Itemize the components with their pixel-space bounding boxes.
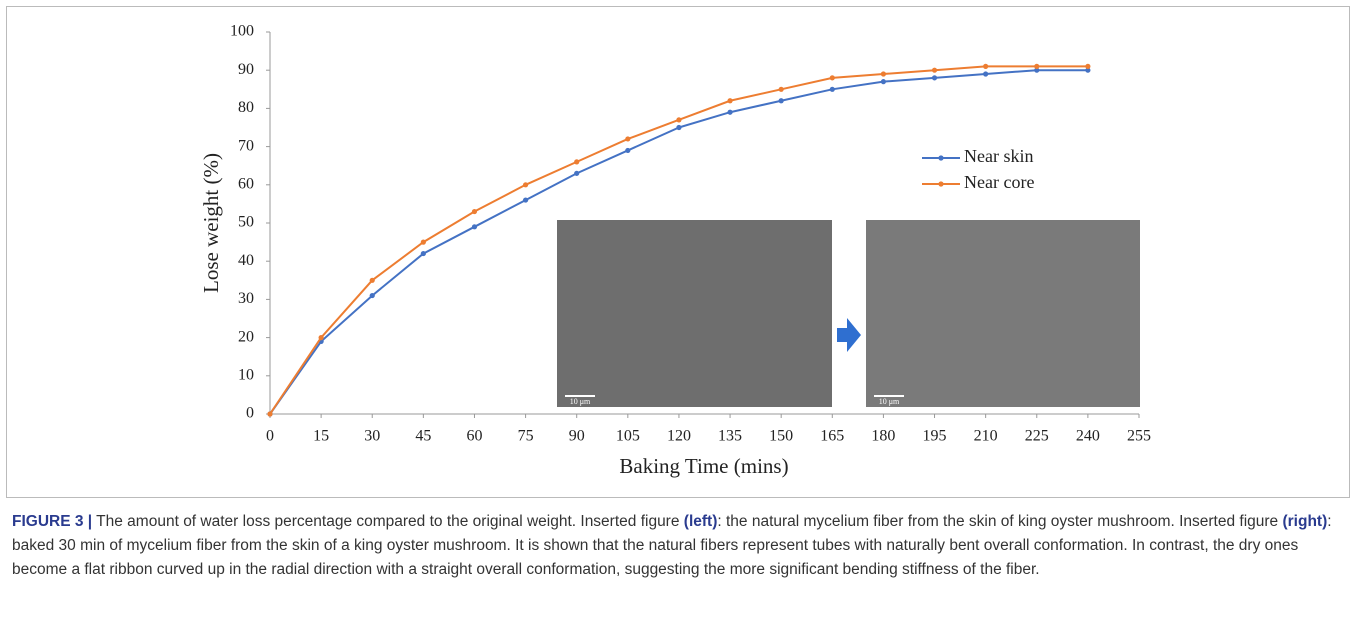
point	[369, 292, 375, 299]
y-tick-label: 60	[238, 175, 254, 192]
point	[931, 75, 938, 81]
chart: 10 μm 10 μm Baking Time (mins) Lose weig…	[199, 23, 1151, 478]
point	[983, 63, 989, 69]
x-tick-label: 165	[820, 428, 844, 445]
caption-label: FIGURE 3 |	[12, 513, 93, 530]
point	[574, 159, 580, 165]
point	[727, 98, 733, 104]
x-tick-label: 180	[871, 428, 895, 445]
x-tick-label: 120	[667, 428, 691, 445]
y-tick-label: 100	[230, 23, 254, 40]
x-tick-label: 90	[569, 428, 585, 445]
caption-text: : baked 30 min of mycelium fiber from th…	[12, 513, 1332, 578]
point	[676, 124, 682, 131]
inset-label: 10 μm	[570, 397, 591, 406]
point	[471, 208, 478, 215]
x-tick-label: 225	[1025, 428, 1049, 445]
point	[931, 67, 938, 73]
point	[1034, 63, 1040, 69]
point	[880, 79, 887, 85]
y-tick-label: 50	[238, 214, 254, 231]
y-tick-label: 80	[238, 99, 254, 116]
inset-image-left	[557, 220, 832, 407]
caption-text: : the natural mycelium fiber from the sk…	[717, 513, 1283, 530]
x-tick-label: 105	[616, 428, 640, 445]
point	[522, 197, 529, 203]
legend-marker	[938, 155, 944, 161]
inset-image-right	[866, 220, 1140, 407]
point	[369, 277, 375, 283]
x-tick-label: 195	[923, 428, 947, 445]
point	[625, 147, 631, 154]
x-tick-label: 135	[718, 428, 742, 445]
caption-bold: (right)	[1282, 513, 1328, 530]
legend-marker	[938, 181, 944, 187]
x-tick-label: 75	[518, 428, 534, 445]
y-axis-label: Lose weight (%)	[199, 153, 223, 293]
x-tick-label: 15	[313, 428, 329, 445]
point	[1085, 63, 1091, 69]
point	[880, 71, 887, 77]
point	[522, 182, 529, 188]
y-tick-label: 30	[238, 290, 254, 307]
point	[983, 71, 989, 77]
inset-arrow	[837, 318, 861, 352]
point	[778, 98, 784, 104]
x-tick-label: 240	[1076, 428, 1100, 445]
point	[829, 86, 835, 92]
caption-bold: (left)	[683, 513, 718, 530]
caption-text: The amount of water loss percentage comp…	[92, 513, 684, 530]
legend-label: Near core	[964, 172, 1034, 192]
point	[727, 109, 733, 115]
x-tick-label: 255	[1127, 428, 1151, 445]
x-tick-label: 210	[974, 428, 998, 445]
y-tick-label: 10	[238, 366, 254, 383]
point	[829, 75, 835, 81]
point	[1085, 67, 1091, 73]
point	[420, 239, 426, 245]
x-tick-label: 30	[364, 428, 380, 445]
point	[471, 224, 478, 230]
x-tick-label: 0	[266, 428, 274, 445]
point	[625, 136, 631, 142]
figure-frame	[6, 6, 1350, 498]
legend-label: Near skin	[964, 146, 1033, 166]
y-tick-label: 40	[238, 252, 254, 269]
point	[676, 117, 682, 123]
inset-label: 10 μm	[879, 397, 900, 406]
y-tick-label: 0	[246, 405, 254, 422]
point	[267, 411, 273, 417]
x-axis-label: Baking Time (mins)	[619, 454, 788, 478]
y-tick-label: 90	[238, 61, 254, 78]
point	[420, 250, 426, 257]
x-tick-label: 60	[466, 428, 482, 445]
x-tick-label: 150	[769, 428, 793, 445]
x-tick-label: 45	[415, 428, 431, 445]
caption: FIGURE 3 | The amount of water loss perc…	[12, 510, 1337, 582]
y-tick-label: 70	[238, 137, 254, 154]
point	[318, 335, 324, 341]
y-tick-label: 20	[238, 328, 254, 345]
point	[778, 86, 784, 92]
point	[574, 170, 580, 176]
point	[1034, 67, 1040, 73]
